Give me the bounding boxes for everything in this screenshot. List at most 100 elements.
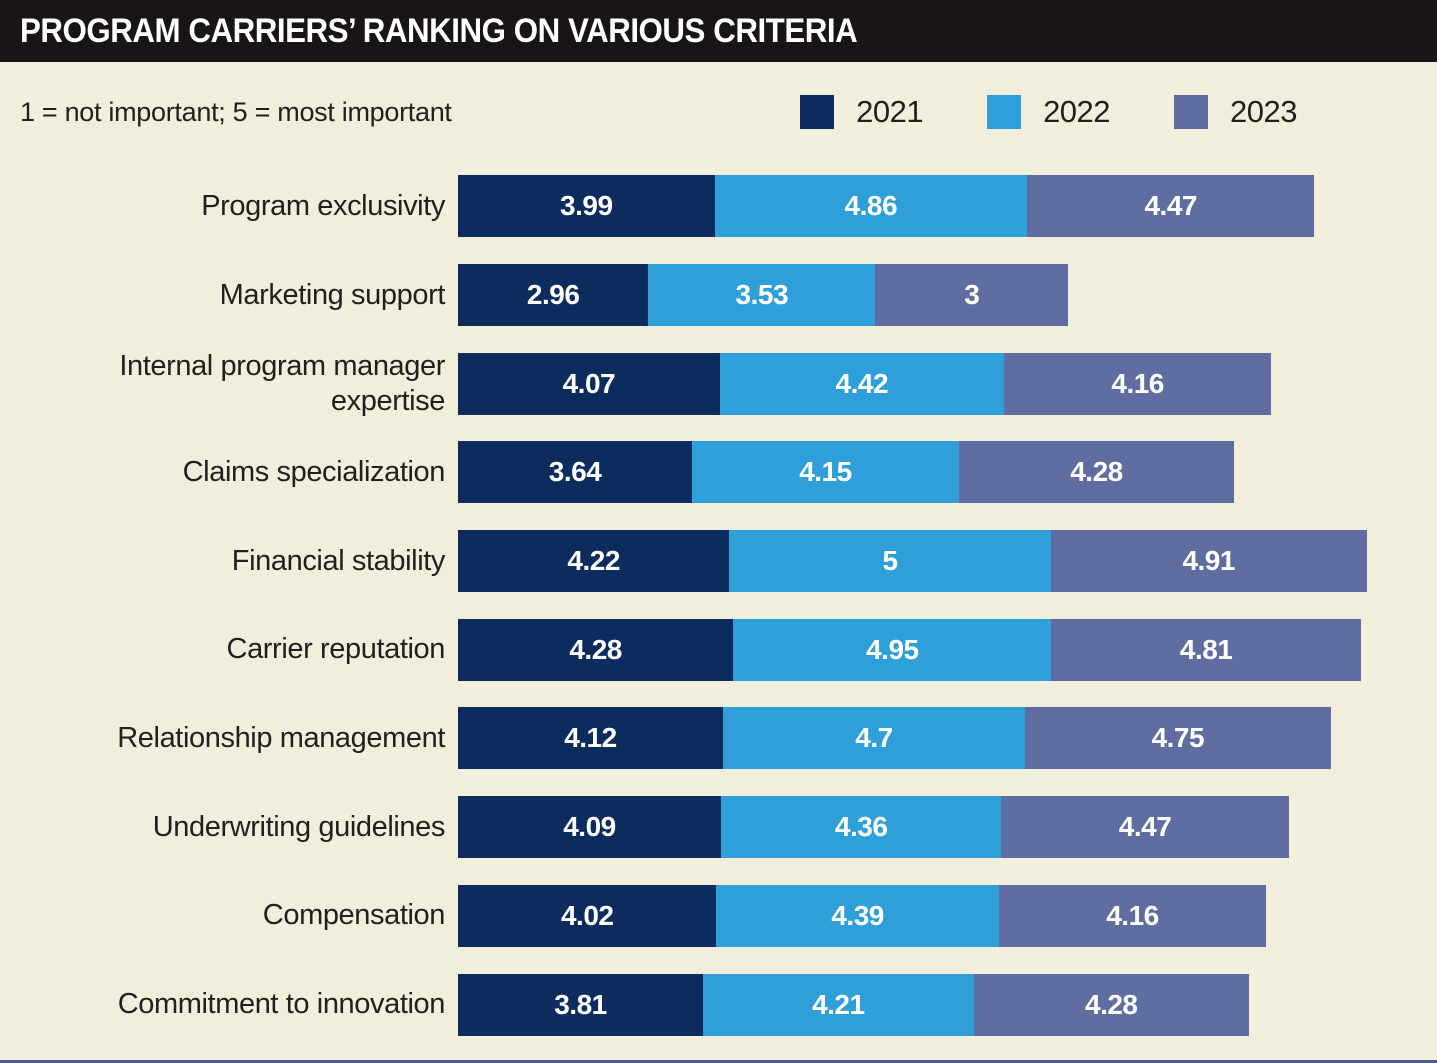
bar-segment-2022: 4.39 <box>716 884 999 947</box>
bar-group: 3.81 4.21 4.28 <box>458 973 1249 1036</box>
bar-segment-2022: 4.86 <box>714 175 1028 238</box>
category-label: Compensation <box>262 899 446 932</box>
bar-group: 4.22 5 4.91 <box>458 530 1367 593</box>
legend-swatch-icon <box>800 95 835 129</box>
bar-segment-2021: 3.64 <box>458 441 693 504</box>
bar-segment-2023: 4.16 <box>1003 352 1272 415</box>
bar-segment-2022: 4.21 <box>702 973 974 1036</box>
bar-value-label: 4.47 <box>1144 190 1197 222</box>
category-label: Underwriting guidelines <box>152 810 446 843</box>
legend-item: 2022 <box>987 94 1111 130</box>
bar-value-label: 4.15 <box>799 456 852 488</box>
bar-value-label: 4.36 <box>834 811 888 843</box>
bar-value-label: 4.21 <box>812 988 865 1020</box>
bar-value-label: 4.42 <box>835 367 889 399</box>
bottom-accent-strip <box>0 1060 1437 1063</box>
chart-row: Internal program manager expertise 4.07 4.… <box>0 339 1437 428</box>
bar-value-label: 3.81 <box>554 988 607 1020</box>
chart-rows: Program exclusivity 3.99 4.86 4.47 Marketing… <box>0 162 1437 1049</box>
bar-segment-2023: 3 <box>875 264 1069 327</box>
chart-row: Carrier reputation 4.28 4.95 4.81 <box>0 605 1437 694</box>
bar-value-label: 4.95 <box>866 633 919 665</box>
bar-segment-2021: 4.28 <box>458 618 734 681</box>
category-label: Relationship management <box>117 722 445 755</box>
scale-note: 1 = not important; 5 = most important <box>20 96 452 127</box>
bar-value-label: 4.47 <box>1118 811 1172 843</box>
bar-segment-2022: 3.53 <box>648 264 876 327</box>
bar-value-label: 3.99 <box>560 190 613 222</box>
chart-row: Underwriting guidelines 4.09 4.36 4.47 <box>0 783 1437 872</box>
bar-segment-2023: 4.81 <box>1051 618 1361 681</box>
bar-segment-2022: 4.7 <box>722 707 1026 770</box>
bar-group: 4.12 4.7 4.75 <box>458 707 1331 770</box>
bar-value-label: 4.28 <box>1085 988 1138 1020</box>
bar-segment-2023: 4.28 <box>973 973 1249 1036</box>
bar-segment-2023: 4.16 <box>998 884 1267 947</box>
bar-value-label: 3.64 <box>548 456 602 488</box>
bar-segment-2021: 4.12 <box>458 707 723 770</box>
category-label: Marketing support <box>219 278 446 311</box>
legend-item: 2023 <box>1174 94 1297 130</box>
bar-value-label: 4.07 <box>562 367 616 399</box>
bar-segment-2021: 4.22 <box>458 530 730 593</box>
bar-value-label: 4.81 <box>1179 633 1233 665</box>
bar-segment-2022: 4.15 <box>692 441 959 504</box>
bar-value-label: 4.28 <box>569 633 622 665</box>
bar-value-label: 3 <box>964 279 980 311</box>
bar-segment-2023: 4.75 <box>1025 707 1331 770</box>
chart-row: Relationship management 4.12 4.7 4.75 <box>0 694 1437 783</box>
category-label: Internal program manager expertise <box>119 349 445 417</box>
bar-value-label: 4.28 <box>1070 456 1123 488</box>
bar-segment-2023: 4.28 <box>958 441 1235 504</box>
bar-segment-2021: 3.81 <box>458 973 703 1036</box>
bar-segment-2022: 4.36 <box>720 796 1002 859</box>
bar-segment-2023: 4.91 <box>1050 530 1367 593</box>
bar-value-label: 4.09 <box>563 811 616 843</box>
legend-label: 2021 <box>856 94 924 129</box>
bar-segment-2023: 4.47 <box>1027 175 1315 238</box>
subtitle-legend-row: 1 = not important; 5 = most important 20… <box>0 62 1437 162</box>
bar-segment-2021: 4.09 <box>458 796 721 859</box>
bar-segment-2021: 4.02 <box>458 884 717 947</box>
legend-swatch-icon <box>1174 95 1209 129</box>
bar-group: 4.02 4.39 4.16 <box>458 884 1267 947</box>
page-title: PROGRAM CARRIERS’ RANKING ON VARIOUS CRI… <box>20 11 858 50</box>
bar-group: 4.07 4.42 4.16 <box>458 352 1272 415</box>
category-label: Financial stability <box>231 544 446 577</box>
category-label: Claims specialization <box>182 456 446 488</box>
chart-row: Program exclusivity 3.99 4.86 4.47 <box>0 162 1437 251</box>
legend-label: 2022 <box>1043 94 1111 129</box>
bar-value-label: 4.02 <box>560 899 614 931</box>
bar-segment-2022: 4.42 <box>719 352 1004 415</box>
bar-group: 2.96 3.53 3 <box>458 264 1069 327</box>
chart-row: Compensation 4.02 4.39 4.16 <box>0 872 1437 961</box>
category-label: Program exclusivity <box>201 189 445 222</box>
bar-value-label: 3.53 <box>735 279 789 311</box>
bar-value-label: 5 <box>882 545 899 577</box>
chart-row: Claims specialization 3.64 4.15 4.28 <box>0 428 1437 517</box>
bar-segment-2021: 2.96 <box>458 264 649 327</box>
bar-value-label: 4.12 <box>564 722 617 754</box>
chart-row: Financial stability 4.22 5 4.91 <box>0 517 1437 606</box>
bar-value-label: 4.86 <box>844 190 898 222</box>
bar-value-label: 4.91 <box>1182 545 1235 577</box>
chart-row: Commitment to innovation 3.81 4.21 4.28 <box>0 960 1437 1049</box>
category-label: Commitment to innovation <box>117 988 446 1021</box>
bar-segment-2021: 4.07 <box>458 352 720 415</box>
bar-segment-2021: 3.99 <box>458 175 715 238</box>
bar-value-label: 4.22 <box>567 545 620 577</box>
bar-value-label: 4.39 <box>831 899 884 931</box>
bar-value-label: 4.7 <box>855 722 893 754</box>
bar-value-label: 4.16 <box>1111 367 1164 399</box>
bar-segment-2023: 4.47 <box>1001 796 1289 859</box>
bar-segment-2022: 5 <box>729 530 1051 593</box>
bar-value-label: 2.96 <box>526 279 580 311</box>
legend-swatch-icon <box>987 95 1022 129</box>
legend-label: 2023 <box>1230 94 1297 129</box>
title-bar: PROGRAM CARRIERS’ RANKING ON VARIOUS CRI… <box>0 0 1437 62</box>
bar-group: 4.09 4.36 4.47 <box>458 796 1289 859</box>
bar-group: 3.64 4.15 4.28 <box>458 441 1235 504</box>
chart-legend: 2021 2022 2023 <box>800 94 1297 130</box>
legend-item: 2021 <box>800 94 924 130</box>
